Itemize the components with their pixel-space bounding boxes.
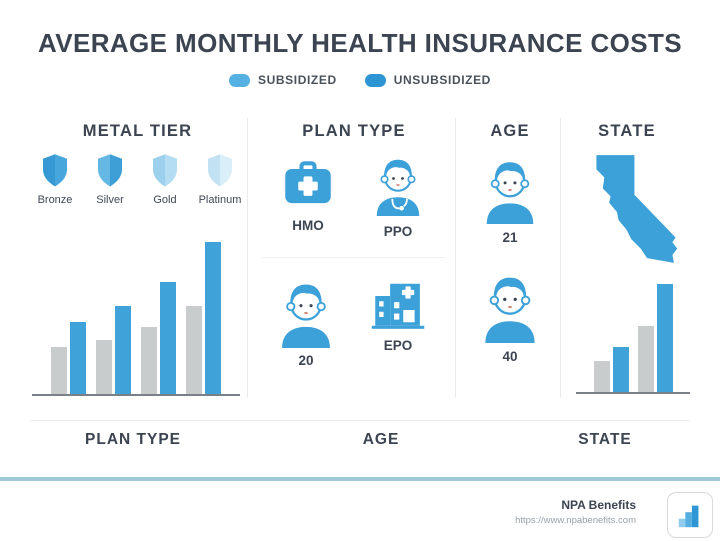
age-label-40: 40 [502, 349, 518, 364]
tier-label: Silver [96, 194, 124, 206]
divider-metal-plan [247, 118, 248, 398]
section-state: STATE [556, 118, 716, 410]
tier-label: Gold [153, 194, 177, 206]
subsidized-swatch-icon [229, 73, 251, 87]
bar-unsubsidized [160, 282, 176, 394]
bar-chart-logo-icon [678, 505, 699, 528]
shield-icon [43, 154, 67, 187]
brand-url[interactable]: https://www.npabenefits.com [515, 515, 636, 526]
plan-type-age20: 20 [264, 278, 348, 368]
footer-accent-line [0, 477, 720, 481]
metal-tier-heading: METAL TIER [82, 122, 193, 140]
metal-tier-shields: Bronze Silver Gold [28, 152, 247, 206]
doctor-icon [376, 159, 420, 216]
bar-unsubsidized [656, 284, 673, 392]
legend: SUBSIDIZED UNSUBSIDIZED [0, 73, 720, 87]
person-icon [486, 162, 534, 224]
unsubsidized-swatch-icon [364, 73, 386, 87]
plan-label-hmo: HMO [292, 218, 324, 233]
bottom-label-plan-type: PLAN TYPE [85, 431, 181, 448]
legend-item-unsubsidized: UNSUBSIDIZED [364, 73, 491, 87]
plan-label-ppo: PPO [383, 224, 413, 239]
age-label-21: 21 [502, 230, 518, 245]
first-aid-kit-icon [285, 161, 331, 204]
plan-type-ppo: PPO [358, 154, 438, 239]
bottom-divider [30, 420, 690, 421]
bar-unsubsidized [115, 306, 131, 394]
bar-subsidized [637, 326, 654, 392]
tier-bronze: Bronze [29, 152, 81, 206]
bar-subsidized [593, 361, 610, 392]
section-metal-tier: METAL TIER Bronze Silver [28, 118, 247, 410]
bottom-label-state: STATE [578, 431, 632, 448]
tier-silver: Silver [84, 152, 136, 206]
plan-type-epo: EPO [358, 276, 438, 353]
plan-label-epo: EPO [383, 338, 413, 353]
legend-label-unsubsidized: UNSUBSIDIZED [393, 73, 491, 87]
bar-subsidized [141, 327, 157, 394]
age-21: 21 [470, 156, 550, 245]
shield-icon [98, 154, 122, 187]
page-title: AVERAGE MONTHLY HEALTH INSURANCE COSTS [37, 28, 683, 58]
shield-icon [208, 154, 232, 187]
plan-type-hmo: HMO [268, 158, 348, 233]
bar-unsubsidized [612, 347, 629, 392]
bar-subsidized [186, 306, 202, 394]
tier-platinum: Platinum [194, 152, 246, 206]
plan-type-heading: PLAN TYPE [302, 122, 406, 140]
bar-unsubsidized [205, 242, 221, 394]
person-icon [485, 277, 535, 343]
bar-pair-group-2 [637, 284, 673, 392]
tier-gold: Gold [139, 152, 191, 206]
bar-pair-silver [96, 306, 131, 394]
california-map-icon [596, 155, 678, 263]
age-heading: AGE [490, 122, 530, 140]
section-plan-type: PLAN TYPE HMO [254, 118, 454, 410]
shield-icon [153, 154, 177, 187]
legend-label-subsidized: SUBSIDIZED [258, 73, 337, 87]
plan-type-inner-divider [262, 257, 446, 258]
plan-label-20: 20 [298, 353, 314, 368]
bar-pair-group-1 [593, 347, 629, 392]
bar-pair-platinum [186, 242, 221, 394]
bar-pair-gold [141, 282, 176, 394]
tier-label: Platinum [198, 194, 242, 206]
bottom-label-age: AGE [362, 431, 400, 448]
hospital-building-icon [371, 283, 425, 329]
person-icon [282, 284, 330, 348]
divider-plan-age [455, 118, 456, 398]
state-map [584, 152, 688, 266]
bar-subsidized [96, 340, 112, 394]
state-bar-chart [576, 272, 690, 394]
metal-tier-bar-chart [32, 238, 240, 396]
divider-age-state [560, 118, 561, 398]
bar-pair-bronze [51, 322, 86, 394]
age-40: 40 [468, 271, 552, 364]
tier-label: Bronze [37, 194, 73, 206]
bar-subsidized [51, 347, 67, 394]
legend-item-subsidized: SUBSIDIZED [229, 73, 337, 87]
brand-logo [667, 492, 713, 538]
footer-attribution: NPA Benefits https://www.npabenefits.com [515, 498, 636, 526]
brand-name: NPA Benefits [561, 498, 636, 512]
bar-unsubsidized [70, 322, 86, 394]
state-heading: STATE [598, 122, 656, 140]
section-age: AGE 21 [460, 118, 560, 410]
